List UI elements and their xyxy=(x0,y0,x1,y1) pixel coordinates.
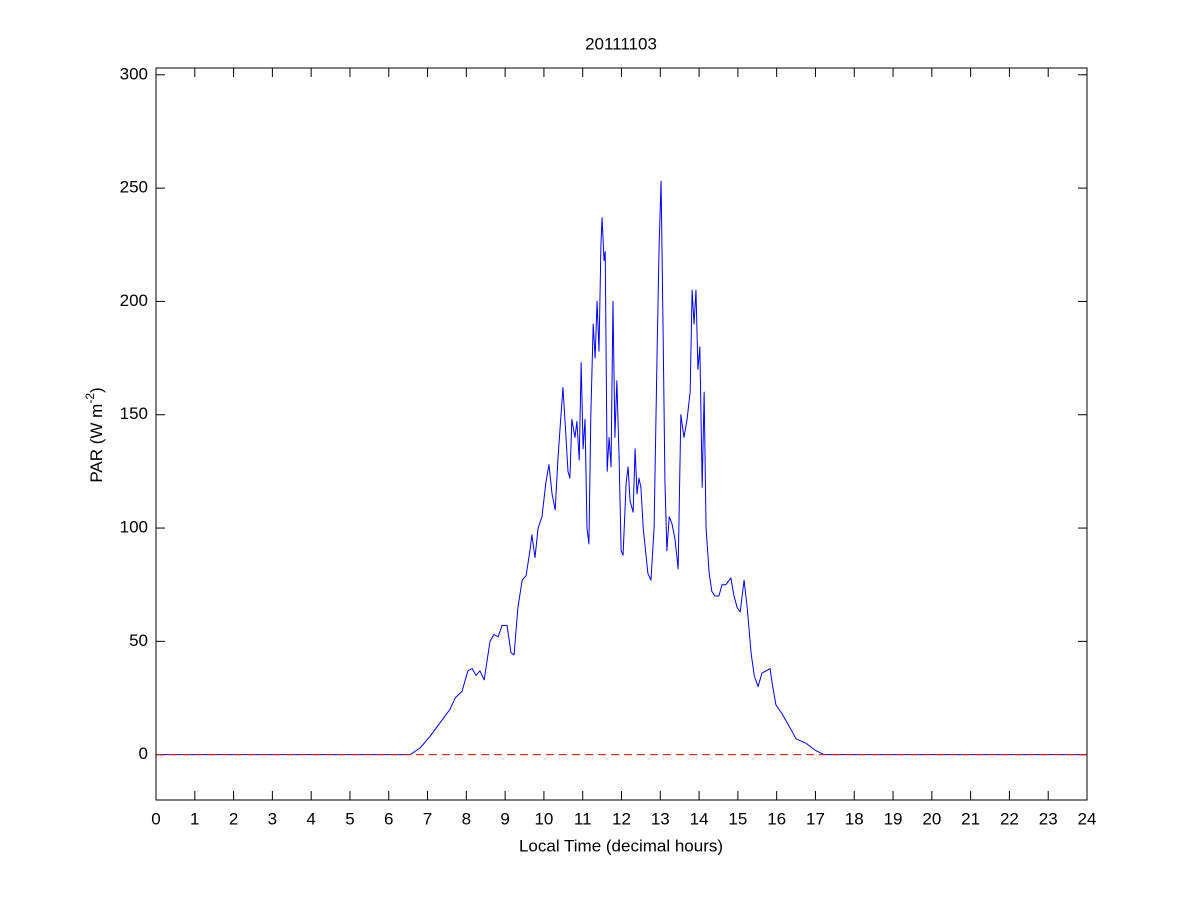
x-tick-label: 9 xyxy=(500,809,509,828)
x-tick-label: 22 xyxy=(1000,809,1019,828)
x-tick-label: 23 xyxy=(1039,809,1058,828)
x-tick-label: 19 xyxy=(884,809,903,828)
y-axis-label: PAR (W m-2) xyxy=(83,387,106,482)
x-tick-label: 11 xyxy=(574,809,592,828)
y-axis-label-part: PAR (W m xyxy=(87,404,106,483)
x-tick-label: 1 xyxy=(190,809,199,828)
x-tick-label: 14 xyxy=(690,809,709,828)
y-tick-label: 200 xyxy=(120,291,148,310)
y-tick-label: 0 xyxy=(139,744,148,763)
x-tick-label: 0 xyxy=(151,809,160,828)
x-tick-label: 24 xyxy=(1078,809,1097,828)
x-tick-label: 4 xyxy=(306,809,315,828)
x-tick-label: 5 xyxy=(345,809,354,828)
plot-frame xyxy=(155,67,1088,801)
y-axis-label-sup: -2 xyxy=(83,393,97,404)
x-tick-label: 8 xyxy=(462,809,471,828)
y-tick-label: 150 xyxy=(120,404,148,423)
x-tick-label: 20 xyxy=(922,809,941,828)
x-tick-label: 15 xyxy=(728,809,747,828)
x-tick-label: 18 xyxy=(845,809,864,828)
x-tick-label: 12 xyxy=(612,809,631,828)
y-tick-label: 50 xyxy=(129,631,148,650)
x-tick-label: 2 xyxy=(229,809,238,828)
x-tick-label: 7 xyxy=(423,809,432,828)
chart-title: 20111103 xyxy=(585,34,657,53)
y-tick-label: 250 xyxy=(120,178,148,197)
y-tick-label: 100 xyxy=(120,518,148,537)
x-tick-label: 16 xyxy=(767,809,786,828)
x-tick-label: 3 xyxy=(268,809,277,828)
y-tick-label: 300 xyxy=(120,64,148,83)
x-tick-label: 6 xyxy=(384,809,393,828)
plot-area xyxy=(156,68,1087,800)
x-tick-label: 13 xyxy=(651,809,670,828)
x-tick-label: 21 xyxy=(961,809,980,828)
x-tick-label: 10 xyxy=(534,809,553,828)
x-axis-label: Local Time (decimal hours) xyxy=(519,836,723,855)
x-tick-label: 17 xyxy=(806,809,825,828)
data-line xyxy=(156,180,1087,756)
y-axis-label-part: ) xyxy=(87,387,106,393)
